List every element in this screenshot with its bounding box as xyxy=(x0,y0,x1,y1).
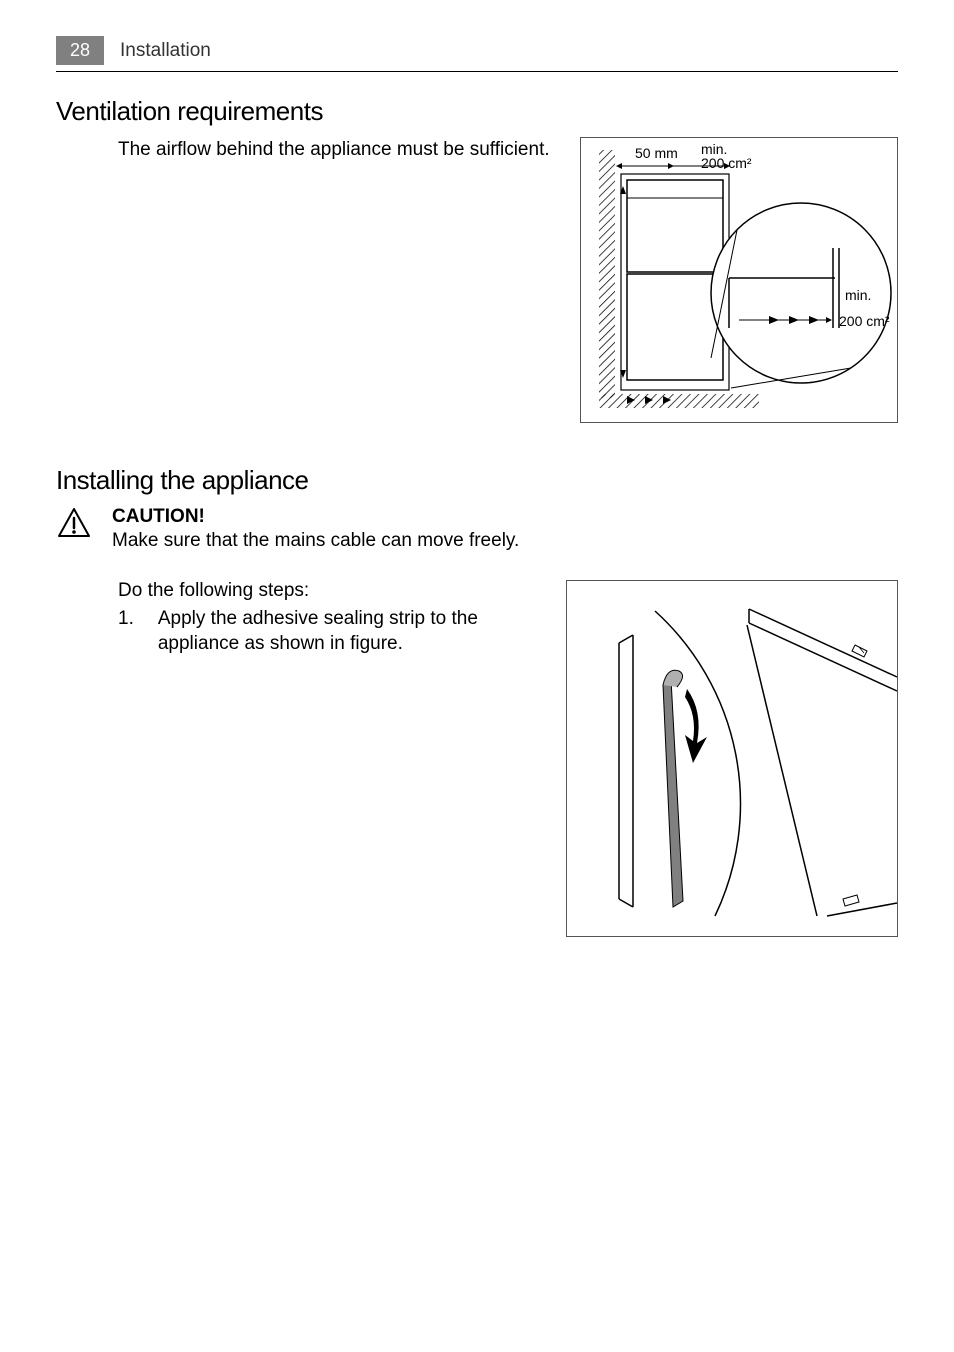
steps-intro: Do the following steps: xyxy=(118,580,550,602)
warning-icon xyxy=(56,506,92,542)
steps-list: 1. Apply the adhesive sealing strip to t… xyxy=(118,606,550,657)
step-number: 1. xyxy=(118,606,134,657)
ventilation-section: Ventilation requirements The airflow beh… xyxy=(56,96,898,423)
sealing-strip-diagram xyxy=(566,580,898,937)
caution-label: CAUTION! xyxy=(112,506,519,528)
ventilation-body: The airflow behind the appliance must be… xyxy=(118,137,564,163)
page-header: 28 Installation xyxy=(56,36,898,72)
step-item: 1. Apply the adhesive sealing strip to t… xyxy=(118,606,550,657)
diagram-label-side-min: min. xyxy=(845,287,871,303)
header-section-name: Installation xyxy=(120,40,211,62)
caution-text: Make sure that the mains cable can move … xyxy=(112,528,519,554)
step-text: Apply the adhesive sealing strip to the … xyxy=(158,606,550,657)
installing-section: Installing the appliance CAUTION! Make s… xyxy=(56,465,898,937)
diagram-label-top-area: 200 cm² xyxy=(701,155,752,171)
ventilation-heading: Ventilation requirements xyxy=(56,96,898,127)
page-content: Ventilation requirements The airflow beh… xyxy=(56,96,898,937)
diagram-label-50mm: 50 mm xyxy=(635,145,678,161)
ventilation-diagram: 50 mm min. 200 cm² xyxy=(580,137,898,423)
diagram-label-side-area: 200 cm² xyxy=(839,313,890,329)
page-number: 28 xyxy=(56,36,104,65)
caution-block: CAUTION! Make sure that the mains cable … xyxy=(56,506,898,554)
installing-heading: Installing the appliance xyxy=(56,465,898,496)
